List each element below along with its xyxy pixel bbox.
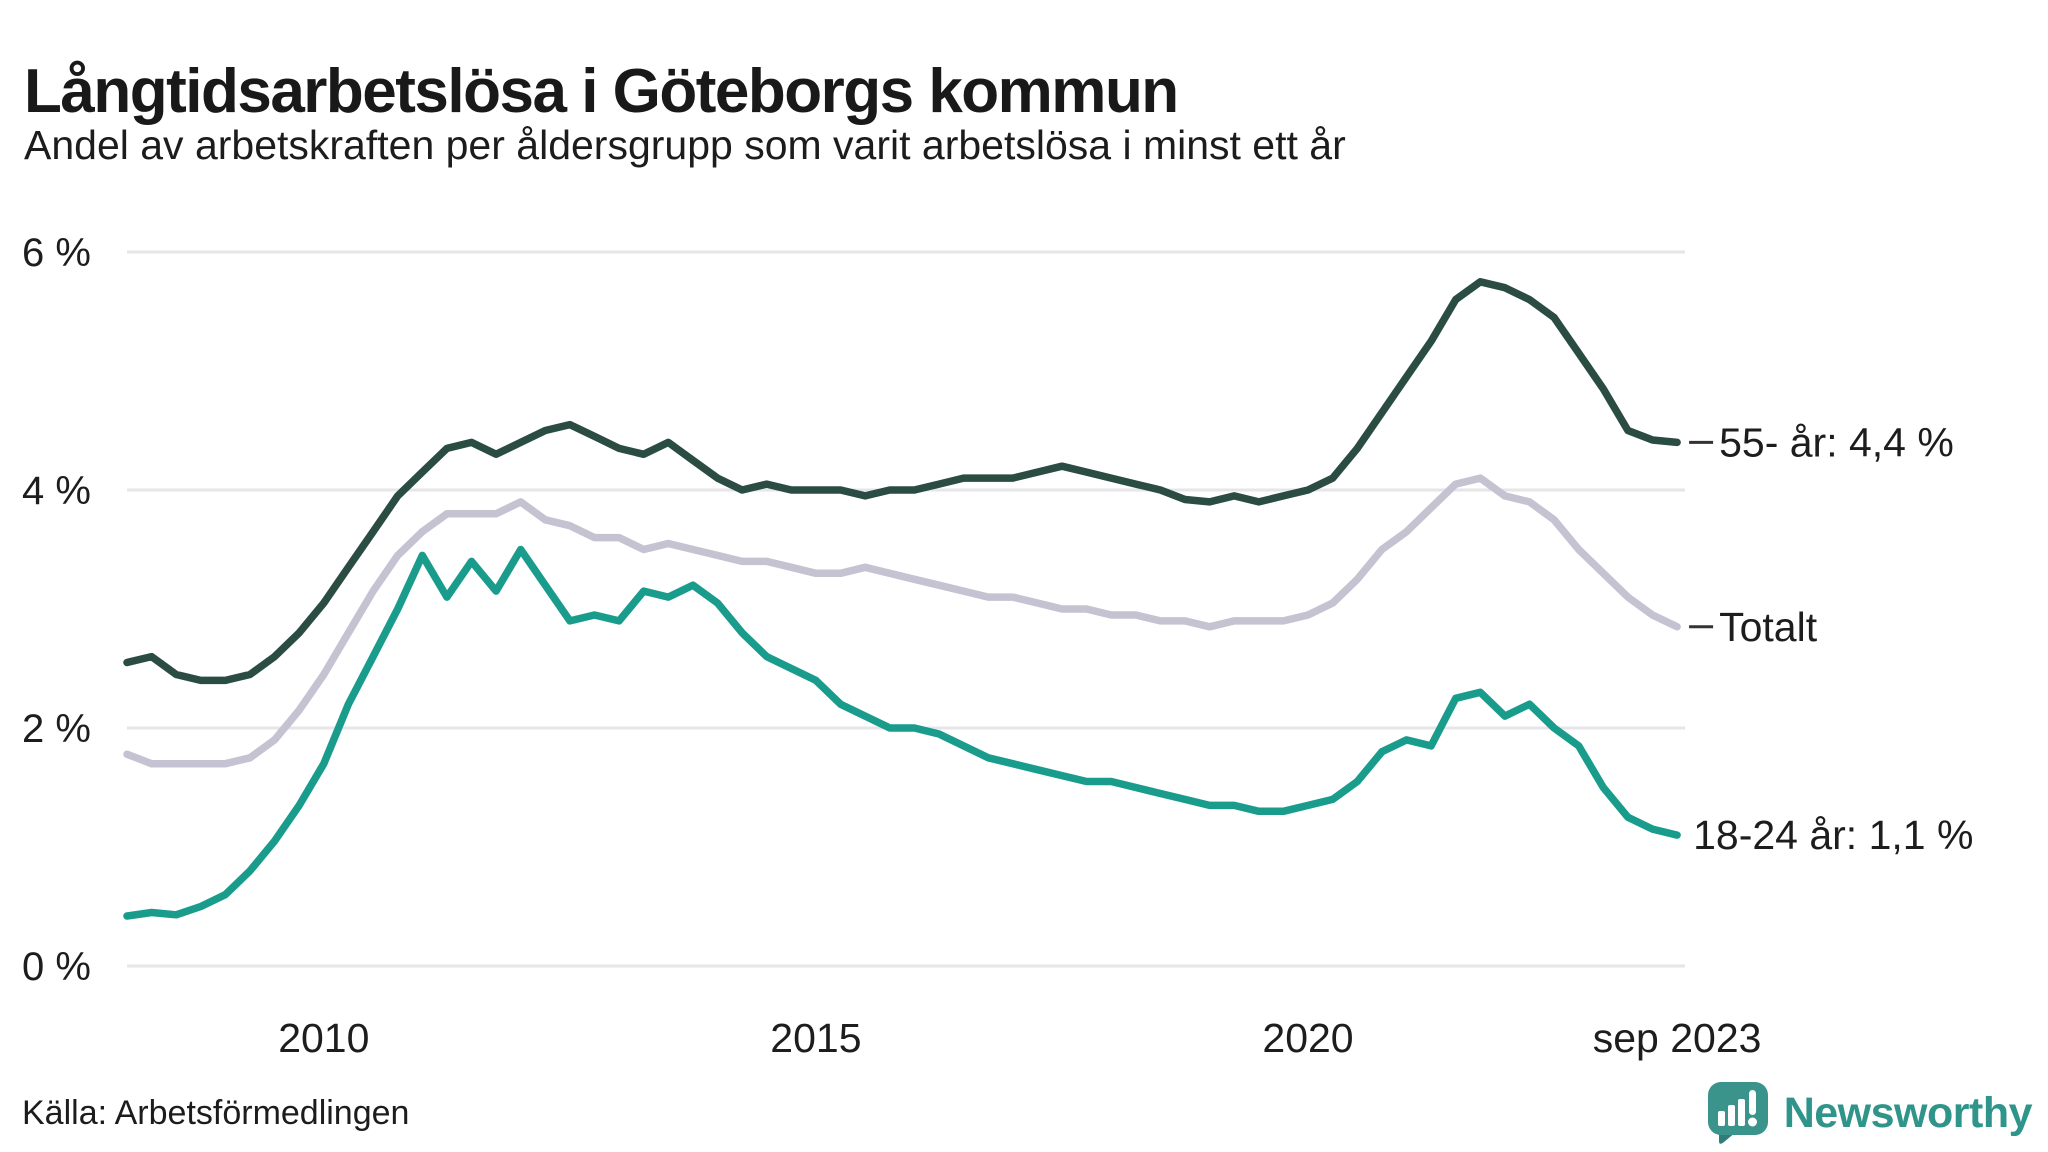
newsworthy-logo-icon <box>1707 1082 1768 1144</box>
bar-2 <box>1727 1105 1735 1126</box>
exclamation-stem <box>1748 1090 1756 1115</box>
x-tick-label: sep 2023 <box>1593 1015 1762 1061</box>
bar-3 <box>1737 1099 1745 1126</box>
exclamation-dot <box>1747 1117 1757 1127</box>
series-line-totalt <box>123 474 1681 768</box>
x-tick-label: 2020 <box>1262 1015 1353 1061</box>
x-tick-label: 2015 <box>770 1015 861 1061</box>
y-tick-label: 0 % <box>22 945 91 989</box>
series-line-55-r <box>123 278 1681 685</box>
page-title: Långtidsarbetslösa i Göteborgs kommun <box>24 56 1179 126</box>
page-subtitle: Andel av arbetskraften per åldersgrupp s… <box>24 122 1346 168</box>
series-end-label: 18-24 år: 1,1 % <box>1693 812 1973 858</box>
y-tick-label: 4 % <box>22 469 91 513</box>
source-note: Källa: Arbetsförmedlingen <box>22 1094 410 1132</box>
y-tick-label: 2 % <box>22 707 91 751</box>
bar-1 <box>1717 1111 1725 1126</box>
x-tick-label: 2010 <box>278 1015 369 1061</box>
series-end-label: Totalt <box>1719 604 1818 650</box>
series-line-18-24-r <box>123 545 1681 920</box>
branding-name: Newsworthy <box>1783 1088 2033 1137</box>
branding: Newsworthy <box>1705 1080 2033 1146</box>
series-end-label: 55- år: 4,4 % <box>1719 419 1954 465</box>
y-tick-label: 6 % <box>22 231 91 275</box>
